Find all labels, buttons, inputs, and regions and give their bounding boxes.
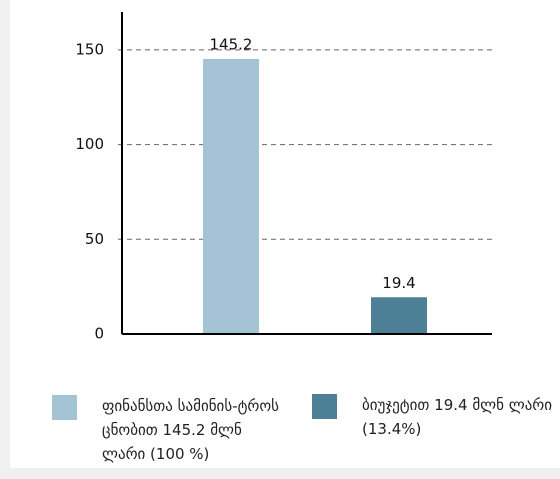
y-tick-label: 50 bbox=[85, 230, 104, 248]
y-tick-label: 150 bbox=[75, 40, 104, 58]
y-tick-label: 100 bbox=[75, 135, 104, 153]
legend-swatch bbox=[52, 395, 77, 420]
value-label: 19.4 bbox=[382, 274, 415, 292]
panel bbox=[10, 0, 560, 468]
legend-label: ბიუჯეტით 19.4 მლნ ლარი (13.4%) bbox=[362, 396, 553, 438]
bar bbox=[203, 58, 259, 334]
y-tick-label: 0 bbox=[94, 325, 104, 343]
legend-item: ფინანსთა სამინის-ტროს ცნობით 145.2 მლნ ლ… bbox=[52, 395, 282, 466]
legend-label: ფინანსთა სამინის-ტროს ცნობით 145.2 მლნ ლ… bbox=[102, 397, 279, 463]
chart: 0 50 100 150 145.2 19.4 bbox=[75, 12, 492, 343]
bar bbox=[371, 297, 427, 334]
value-label: 145.2 bbox=[210, 35, 253, 53]
legend-item: ბიუჯეტით 19.4 მლნ ლარი (13.4%) bbox=[312, 394, 560, 441]
legend-swatch bbox=[312, 394, 337, 419]
